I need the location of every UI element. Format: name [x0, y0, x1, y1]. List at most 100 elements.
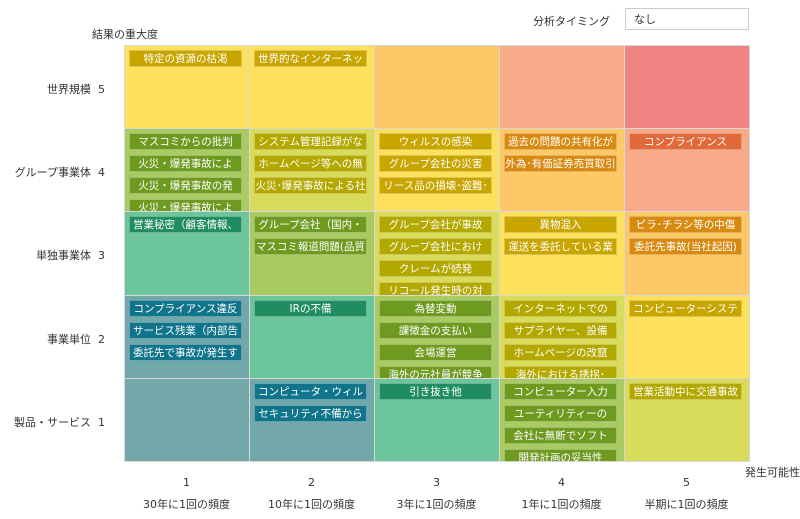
- risk-item[interactable]: セキュリティ不備から: [254, 404, 367, 422]
- risk-item[interactable]: 引き抜き他: [379, 382, 492, 400]
- y-tick-label: 製品・サービス 1: [14, 414, 105, 430]
- matrix-cell: ビラ･チラシ等の中傷 委託先事故(当社起因): [624, 211, 750, 296]
- matrix-cell: 特定の資源の枯渇: [124, 45, 250, 130]
- risk-item[interactable]: インターネットでの: [504, 299, 617, 317]
- risk-item[interactable]: コンプライアンス違反: [129, 299, 242, 317]
- matrix-cell: [624, 45, 750, 130]
- y-tick-value: 5: [98, 83, 105, 96]
- y-tick-name: 製品・サービス: [14, 415, 91, 429]
- risk-item[interactable]: 異物混入: [504, 216, 617, 234]
- x-tick-label: 10年に1回の頻度: [268, 498, 355, 511]
- risk-item[interactable]: リコール発生時の対: [379, 282, 492, 295]
- matrix-cell: [374, 45, 500, 130]
- x-tick-value: 5: [683, 476, 690, 489]
- risk-item[interactable]: グループ会社の災害: [379, 155, 492, 173]
- risk-item[interactable]: 火災･爆発事故による社: [254, 177, 367, 195]
- matrix-cell: 営業秘密（顧客情報、: [124, 211, 250, 296]
- matrix-cell: システム管理記録がな ホームページ等への無 火災･爆発事故による社: [249, 128, 375, 213]
- risk-item[interactable]: 開発計画の妥当性: [504, 448, 617, 461]
- risk-item[interactable]: ホームページ等への無: [254, 155, 367, 173]
- risk-matrix: 特定の資源の枯渇 世界的なインターネッ マスコミからの批判 火災・爆発事故によ 火災・爆…: [124, 45, 750, 462]
- risk-item[interactable]: コンピューターシステ: [629, 299, 742, 317]
- risk-item[interactable]: 委託先事故(当社起因): [629, 238, 742, 256]
- risk-item[interactable]: コンピューター入力: [504, 382, 617, 400]
- risk-item[interactable]: 会場運営: [379, 343, 492, 361]
- x-tick-value: 1: [183, 476, 190, 489]
- risk-item[interactable]: システム管理記録がな: [254, 133, 367, 151]
- matrix-cell: ウィルスの感染 グループ会社の災害 リース品の損壊･盗難･: [374, 128, 500, 213]
- analysis-timing-select[interactable]: なし: [625, 8, 749, 30]
- y-axis-title: 結果の重大度: [92, 28, 158, 41]
- y-tick-name: 単独事業体: [36, 249, 91, 263]
- matrix-cell: グループ会社が事故 グループ会社におけ クレームが続発リコール発生時の対: [374, 211, 500, 296]
- y-tick-label: グループ事業体 4: [15, 164, 105, 180]
- risk-item[interactable]: 運送を委託している業: [504, 238, 617, 256]
- matrix-cell: 営業活動中に交通事故: [624, 377, 750, 462]
- risk-item[interactable]: グループ会社が事故: [379, 216, 492, 234]
- risk-item[interactable]: グループ会社（国内・: [254, 216, 367, 234]
- risk-item[interactable]: コンプライアンス: [629, 133, 742, 151]
- risk-item[interactable]: 火災・爆発事故によ: [129, 199, 242, 212]
- x-tick-label: 半期に1回の頻度: [644, 498, 729, 511]
- risk-item[interactable]: 火災・爆発事故の発: [129, 177, 242, 195]
- risk-item[interactable]: 特定の資源の枯渇: [129, 50, 242, 67]
- matrix-cell: IRの不備: [249, 294, 375, 379]
- matrix-cell: コンピューターシステ: [624, 294, 750, 379]
- risk-item[interactable]: ビラ･チラシ等の中傷: [629, 216, 742, 234]
- x-axis-title: 発生可能性: [745, 466, 800, 479]
- y-tick-name: 事業単位: [47, 332, 91, 346]
- analysis-timing-label: 分析タイミング: [533, 15, 610, 28]
- x-tick-label: 30年に1回の頻度: [143, 498, 230, 511]
- y-tick-value: 4: [98, 166, 105, 180]
- risk-item[interactable]: 会社に無断でソフト: [504, 426, 617, 444]
- matrix-cell: マスコミからの批判 火災・爆発事故によ 火災・爆発事故の発 火災・爆発事故によ: [124, 128, 250, 213]
- risk-item[interactable]: 営業秘密（顧客情報、: [129, 216, 242, 234]
- risk-item[interactable]: 課徴金の支払い: [379, 321, 492, 339]
- y-tick-name: 世界規模: [47, 83, 91, 96]
- risk-item[interactable]: ホームページの改竄: [504, 343, 617, 361]
- x-tick-label: 1年に1回の頻度: [521, 498, 602, 511]
- matrix-cell: 異物混入運送を委託している業: [499, 211, 625, 296]
- matrix-cell: 為替変動課徴金の支払い 会場運営海外の元社員が競争: [374, 294, 500, 379]
- risk-item[interactable]: マスコミからの批判: [129, 133, 242, 151]
- risk-item[interactable]: 火災・爆発事故によ: [129, 155, 242, 173]
- risk-item[interactable]: 過去の問題の共有化が: [504, 133, 617, 151]
- x-tick-label: 3年に1回の頻度: [396, 498, 477, 511]
- risk-item[interactable]: リース品の損壊･盗難･: [379, 177, 492, 195]
- matrix-cell: コンピュータ・ウィル セキュリティ不備から: [249, 377, 375, 462]
- risk-item[interactable]: 為替変動: [379, 299, 492, 317]
- risk-item[interactable]: 委託先で事故が発生す: [129, 343, 242, 361]
- matrix-cell: インターネットでの サプライヤー、設備 ホームページの改竄海外における誘拐･: [499, 294, 625, 379]
- risk-item[interactable]: ユーティリティーの: [504, 404, 617, 422]
- y-tick-value: 1: [98, 415, 105, 429]
- y-tick-value: 2: [98, 332, 105, 346]
- risk-item[interactable]: 営業活動中に交通事故: [629, 382, 742, 400]
- matrix-cell: グループ会社（国内・ マスコミ報道問題(品質: [249, 211, 375, 296]
- x-tick-value: 2: [308, 476, 315, 489]
- risk-item[interactable]: マスコミ報道問題(品質: [254, 238, 367, 256]
- y-tick-label: 世界規模 5: [47, 81, 105, 97]
- x-tick-value: 3: [433, 476, 440, 489]
- risk-item[interactable]: クレームが続発: [379, 260, 492, 278]
- y-tick-label: 事業単位 2: [47, 331, 105, 347]
- matrix-cell: 引き抜き他: [374, 377, 500, 462]
- risk-item[interactable]: サービス残業（内部告: [129, 321, 242, 339]
- risk-item[interactable]: 世界的なインターネッ: [254, 50, 367, 67]
- risk-item[interactable]: コンピュータ・ウィル: [254, 382, 367, 400]
- x-tick-value: 4: [558, 476, 565, 489]
- risk-item[interactable]: 外為･有価証券売買取引: [504, 155, 617, 173]
- matrix-cell: [124, 377, 250, 462]
- risk-item[interactable]: 海外における誘拐･: [504, 365, 617, 378]
- matrix-cell: 過去の問題の共有化が 外為･有価証券売買取引: [499, 128, 625, 213]
- risk-item[interactable]: グループ会社におけ: [379, 238, 492, 256]
- risk-item[interactable]: ウィルスの感染: [379, 133, 492, 151]
- risk-item[interactable]: IRの不備: [254, 299, 367, 317]
- matrix-cell: コンプライアンス違反 サービス残業（内部告 委託先で事故が発生す: [124, 294, 250, 379]
- y-tick-label: 単独事業体 3: [36, 247, 105, 263]
- matrix-cell: コンピューター入力 ユーティリティーの 会社に無断でソフト開発計画の妥当性: [499, 377, 625, 462]
- risk-item[interactable]: 海外の元社員が競争: [379, 365, 492, 378]
- matrix-cell: コンプライアンス: [624, 128, 750, 213]
- matrix-cell: [499, 45, 625, 130]
- matrix-cell: 世界的なインターネッ: [249, 45, 375, 130]
- risk-item[interactable]: サプライヤー、設備: [504, 321, 617, 339]
